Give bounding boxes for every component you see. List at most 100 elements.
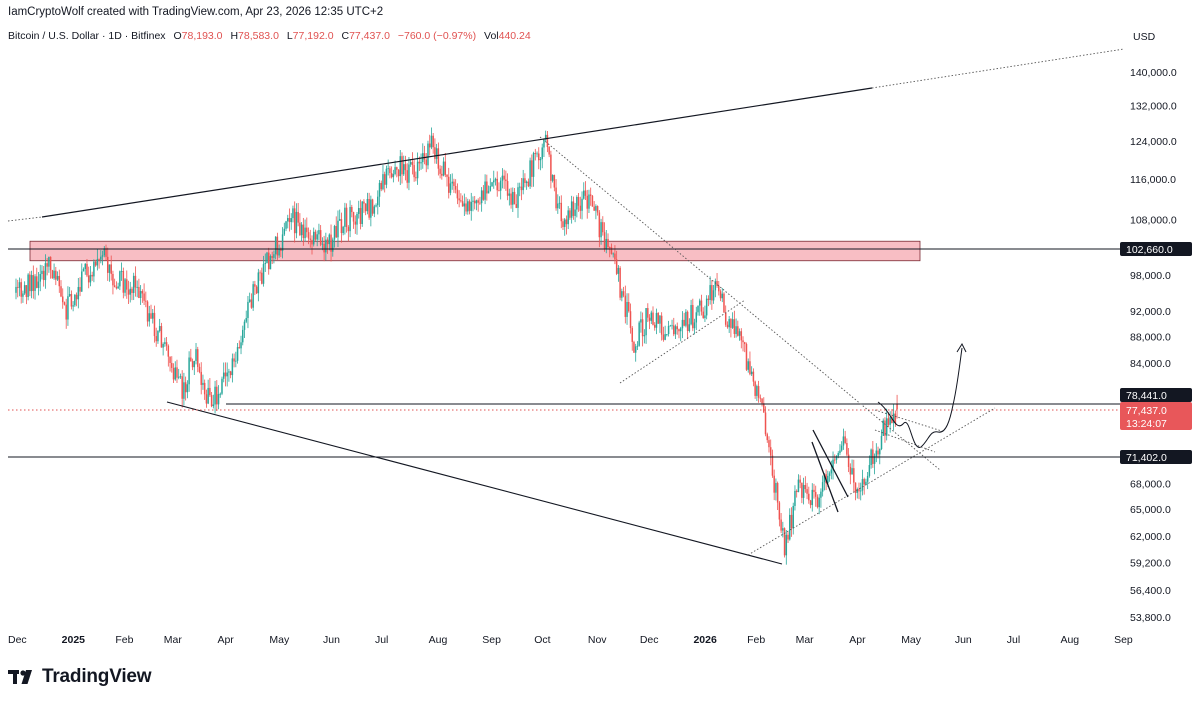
candle-body (148, 313, 151, 322)
x-axis-tick: Sep (1114, 634, 1133, 646)
candle-body (413, 165, 415, 178)
price-badge-label: 78,441.0 (1126, 390, 1167, 402)
candle-body (719, 291, 722, 299)
candle-body (340, 219, 343, 234)
candle-body (380, 182, 382, 190)
chart-header: IamCryptoWolf created with TradingView.c… (8, 6, 384, 18)
candle-body (396, 167, 398, 170)
candle-body (100, 256, 102, 260)
candle-body (444, 161, 447, 175)
candle-body (821, 482, 824, 492)
candle-body (837, 453, 839, 457)
candle-body (30, 275, 33, 292)
candle-body (84, 263, 86, 269)
candle-body (468, 201, 471, 211)
candle-body (588, 194, 590, 209)
candle-body (572, 201, 575, 216)
candle-body (551, 174, 554, 181)
candle-body (782, 528, 784, 531)
candle-body (56, 275, 59, 280)
candle-body (94, 261, 97, 266)
candle-body (738, 331, 741, 336)
candle-body (861, 479, 864, 491)
candle-body (122, 271, 125, 293)
projected-path (877, 347, 963, 448)
candle-body (371, 199, 374, 214)
candle-body (548, 147, 550, 155)
candle-body (248, 299, 251, 302)
candle-body (666, 334, 668, 335)
candle-body (851, 468, 853, 475)
projection-arrowhead (956, 342, 967, 353)
candle-body (667, 326, 670, 335)
candle-body (290, 218, 292, 223)
candle-body (820, 491, 822, 498)
candle-body (108, 264, 111, 273)
x-axis-tick: Apr (217, 634, 234, 646)
candle-body (638, 322, 640, 346)
candle-body (603, 232, 606, 249)
y-axis-tick: 98,000.0 (1130, 270, 1171, 282)
candle-body (37, 281, 40, 288)
symbol-name[interactable]: Bitcoin / U.S. Dollar · 1D · Bitfinex (8, 30, 166, 42)
candle-body (792, 505, 794, 529)
candle-body (271, 256, 273, 258)
x-axis-tick: Aug (1060, 634, 1079, 646)
candle-body (747, 361, 749, 370)
candle-body (278, 248, 280, 256)
candle-body (461, 201, 464, 207)
candle-body (430, 135, 433, 148)
tradingview-logo-icon (8, 670, 32, 684)
candle-body (238, 347, 241, 349)
candle-body (889, 417, 891, 425)
countdown-label: 13:24:07 (1126, 418, 1167, 430)
candle-body (236, 347, 239, 361)
candle-body (808, 493, 810, 501)
candle-body (214, 386, 216, 405)
candle-body (164, 342, 166, 344)
candle-body (700, 300, 703, 312)
candle-body (524, 178, 526, 184)
upper-channel-line (41, 87, 873, 218)
time-axis[interactable]: Dec 2025 Feb Mar Apr May Jun Jul Aug Sep Oct Nov Dec… (8, 634, 1133, 646)
candle-body (814, 492, 817, 497)
candle-body (728, 319, 730, 328)
candle-body (15, 286, 17, 293)
candle-body (274, 236, 277, 255)
candle-body (607, 238, 609, 248)
candle-body (773, 475, 775, 493)
candle-body (330, 234, 332, 252)
candle-body (472, 200, 474, 202)
candle-body (138, 286, 140, 298)
candle-body (418, 161, 421, 164)
candle-body (198, 366, 201, 372)
candle-body (608, 247, 611, 248)
x-axis-tick: Nov (588, 634, 607, 646)
candle-body (319, 230, 322, 245)
candle-body (879, 449, 881, 455)
candle-body (245, 318, 247, 322)
candle-body (65, 304, 67, 320)
volume-value: 440.24 (498, 30, 531, 42)
candle-body (288, 218, 291, 223)
candle-body (520, 186, 523, 191)
candle-body (259, 272, 261, 274)
candle-body (167, 345, 170, 357)
candle-body (273, 254, 275, 258)
price-axis[interactable]: USD 140,000.0 132,000.0 124,000.0 116,000.0… (1130, 31, 1177, 624)
candle-body (323, 243, 325, 253)
candle-body (432, 135, 434, 148)
candle-body (570, 201, 573, 218)
volume-label: Vol (484, 30, 499, 42)
x-axis-tick: Oct (534, 634, 550, 646)
candle-body (240, 342, 242, 349)
candle-body (745, 344, 748, 370)
candle-body (697, 305, 699, 313)
price-badge-label: 102,660.0 (1126, 244, 1173, 256)
candle-body (49, 256, 52, 271)
candle-body (434, 147, 436, 159)
price-badge (1120, 388, 1192, 402)
y-axis-tick: 62,000.0 (1130, 531, 1171, 543)
resistance-zone (29, 240, 921, 262)
